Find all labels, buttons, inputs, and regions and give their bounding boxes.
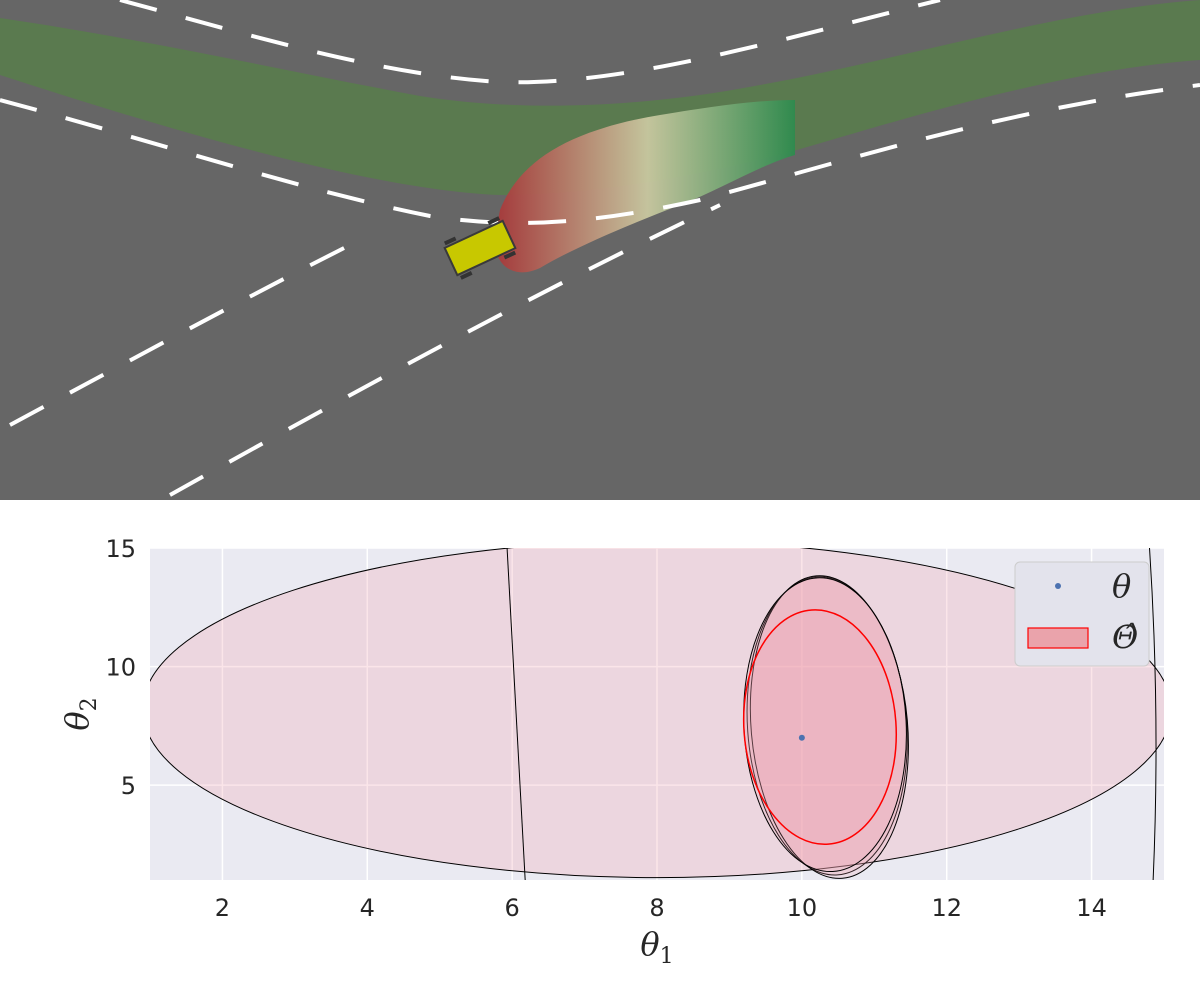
legend: θ Θ̂: [1014, 561, 1150, 667]
x-tick-label: 2: [215, 894, 230, 922]
theta-point: [798, 734, 805, 741]
confidence-set-ellipse: [150, 548, 1164, 879]
y-axis-label: θ2: [58, 697, 102, 730]
ego-vehicle: [443, 216, 517, 280]
confidence-sets: [150, 548, 1164, 880]
x-ticks: 2 4 6 8 10 12 14: [215, 894, 1107, 922]
x-axis-label: θ1: [640, 925, 673, 969]
legend-theta-label: θ: [1112, 567, 1131, 605]
parameter-plot: 2 4 6 8 10 12 14 5 10 15 θ1 θ2 θ Θ̂: [58, 535, 1164, 969]
x-tick-label: 6: [505, 894, 520, 922]
estimated-set-ellipse: [742, 609, 898, 846]
y-tick-label: 15: [105, 535, 136, 563]
legend-set-label: Θ̂: [1112, 618, 1138, 656]
driving-scene: [0, 0, 1200, 500]
reachable-set: [494, 100, 795, 273]
confidence-set-ellipse: [746, 576, 908, 876]
confidence-set-ellipse: [749, 575, 909, 879]
lane-markings: [0, 0, 1200, 497]
x-tick-label: 12: [931, 894, 962, 922]
legend-theta-marker: [1055, 583, 1061, 589]
x-tick-label: 4: [360, 894, 375, 922]
x-tick-label: 10: [787, 894, 818, 922]
y-tick-label: 10: [105, 654, 136, 682]
planned-corridor: [0, 0, 1200, 195]
theta-point-layer: [798, 734, 805, 741]
x-tick-label: 14: [1076, 894, 1107, 922]
legend-set-swatch: [1027, 627, 1089, 649]
confidence-set-boundary: [506, 548, 526, 880]
y-tick-label: 5: [121, 772, 136, 800]
y-ticks: 5 10 15: [105, 535, 136, 800]
confidence-set-boundary: [1149, 548, 1157, 880]
x-tick-label: 8: [649, 894, 664, 922]
grid: [150, 547, 1164, 880]
